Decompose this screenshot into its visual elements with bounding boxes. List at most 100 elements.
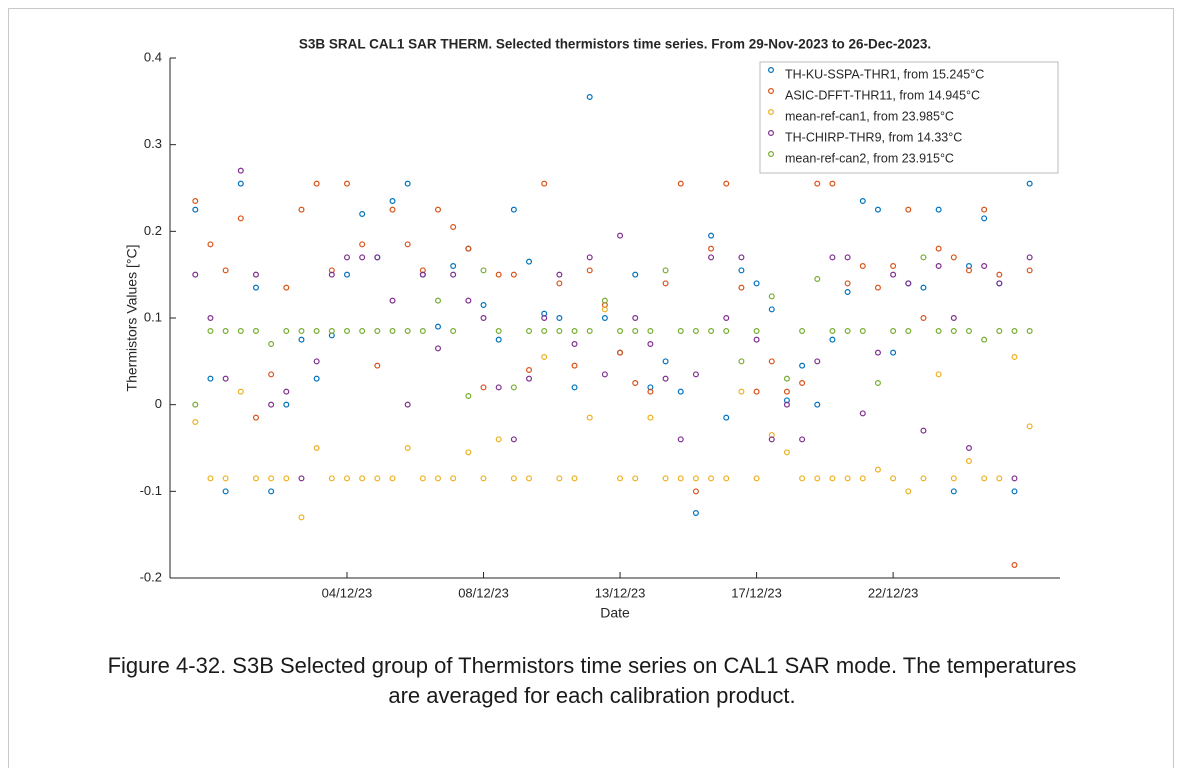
data-point (313, 445, 320, 452)
figure-caption: Figure 4-32. S3B Selected group of Therm… (107, 653, 1077, 678)
data-point (571, 475, 578, 482)
data-point (647, 328, 654, 335)
data-point (768, 293, 775, 300)
data-point (859, 263, 866, 270)
data-point (465, 449, 472, 456)
data-point (1011, 354, 1018, 361)
legend-marker (767, 130, 774, 137)
data-point (571, 328, 578, 335)
data-point (268, 488, 275, 495)
data-point (814, 180, 821, 187)
data-point (1011, 475, 1018, 482)
data-point (859, 475, 866, 482)
data-point (905, 280, 912, 287)
data-point (783, 375, 790, 382)
data-point (526, 367, 533, 374)
data-point (480, 267, 487, 274)
data-point (890, 475, 897, 482)
data-point (677, 328, 684, 335)
data-point (677, 180, 684, 187)
data-point (920, 254, 927, 261)
data-point (343, 328, 350, 335)
data-point (814, 401, 821, 408)
data-point (556, 271, 563, 278)
data-point (601, 371, 608, 378)
data-point (192, 419, 199, 426)
data-point (647, 388, 654, 395)
chart: S3B SRAL CAL1 SAR THERM. Selected thermi… (124, 37, 1060, 621)
x-tick-label: 08/12/23 (458, 585, 509, 600)
data-point (981, 263, 988, 270)
data-point (510, 271, 517, 278)
data-point (920, 315, 927, 322)
data-point (829, 254, 836, 261)
data-point (601, 315, 608, 322)
data-point (753, 280, 760, 287)
x-tick-label: 22/12/23 (868, 585, 919, 600)
y-tick-label: 0.3 (144, 136, 162, 151)
data-point (601, 306, 608, 313)
data-point (814, 358, 821, 365)
data-point (738, 358, 745, 365)
data-point (328, 328, 335, 335)
legend-marker (767, 66, 774, 73)
data-point (844, 280, 851, 287)
data-point (252, 475, 259, 482)
data-point (480, 384, 487, 391)
data-point (723, 328, 730, 335)
data-point (298, 328, 305, 335)
data-point (465, 245, 472, 252)
data-point (708, 254, 715, 261)
data-point (571, 384, 578, 391)
legend-label: TH-CHIRP-THR9, from 14.33°C (785, 130, 962, 144)
data-point (905, 328, 912, 335)
data-point (617, 328, 624, 335)
data-point (1026, 267, 1033, 274)
data-point (950, 475, 957, 482)
data-point (298, 475, 305, 482)
data-point (738, 284, 745, 291)
data-point (495, 271, 502, 278)
data-point (632, 475, 639, 482)
data-point (207, 375, 214, 382)
data-point (268, 401, 275, 408)
data-point (283, 401, 290, 408)
data-point (647, 414, 654, 421)
data-point (586, 328, 593, 335)
data-point (404, 445, 411, 452)
data-point (359, 211, 366, 218)
data-point (890, 349, 897, 356)
data-point (450, 271, 457, 278)
data-point (435, 297, 442, 304)
data-point (495, 436, 502, 443)
data-point (541, 315, 548, 322)
data-point (738, 388, 745, 395)
data-point (783, 388, 790, 395)
data-point (450, 263, 457, 270)
legend-marker (767, 87, 774, 94)
data-point (450, 328, 457, 335)
legend-marker (767, 151, 774, 158)
data-point (1026, 180, 1033, 187)
data-point (920, 284, 927, 291)
data-point (859, 410, 866, 417)
data-point (723, 315, 730, 322)
data-point (753, 388, 760, 395)
data-point (890, 263, 897, 270)
data-point (996, 475, 1003, 482)
data-point (419, 271, 426, 278)
data-point (920, 475, 927, 482)
x-tick-label: 13/12/23 (595, 585, 646, 600)
data-point (435, 323, 442, 330)
data-point (601, 297, 608, 304)
data-point (844, 475, 851, 482)
data-point (814, 276, 821, 283)
data-point (222, 488, 229, 495)
figure-caption: are averaged for each calibration produc… (388, 683, 796, 708)
x-axis-label: Date (600, 605, 630, 621)
legend-label: mean-ref-can2, from 23.915°C (785, 151, 954, 165)
data-point (465, 393, 472, 400)
data-point (768, 306, 775, 313)
data-point (510, 384, 517, 391)
data-point (996, 328, 1003, 335)
